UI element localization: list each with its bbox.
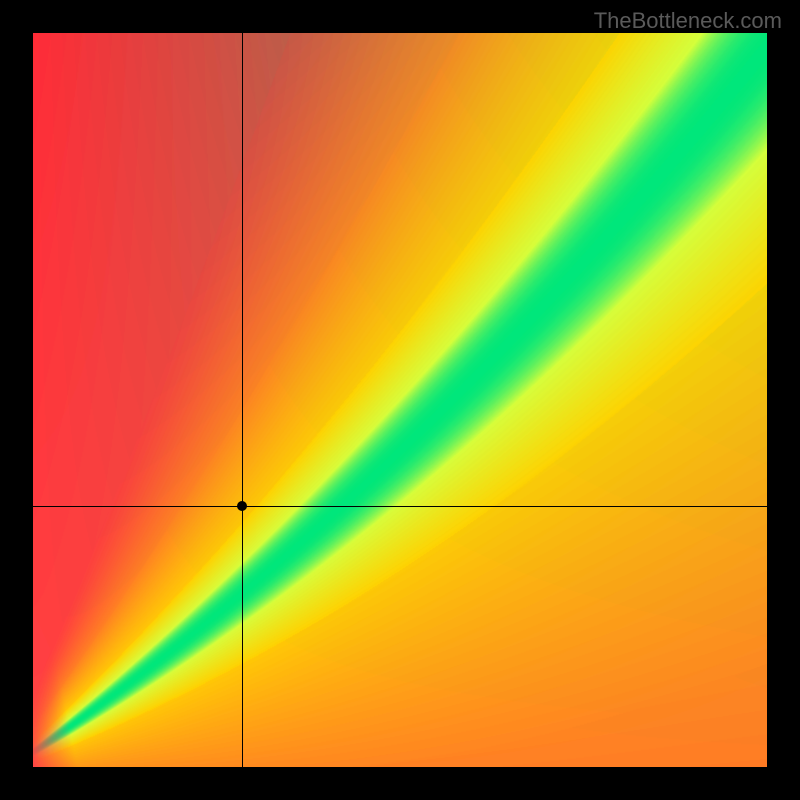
- crosshair-horizontal: [33, 506, 767, 507]
- watermark-text: TheBottleneck.com: [594, 8, 782, 34]
- crosshair-vertical: [242, 33, 243, 767]
- marker-point: [237, 501, 247, 511]
- chart-container: { "watermark": "TheBottleneck.com", "can…: [0, 0, 800, 800]
- heatmap-canvas: [33, 33, 767, 767]
